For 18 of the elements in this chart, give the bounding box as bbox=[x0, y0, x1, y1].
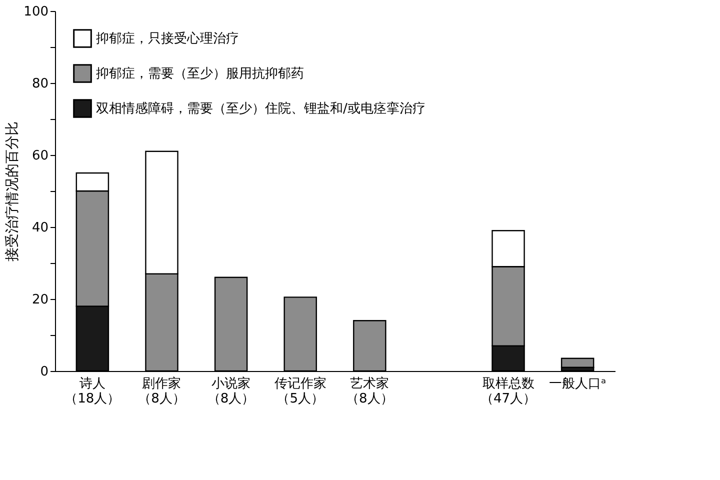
y-tick-label: 40 bbox=[32, 220, 48, 236]
y-axis-title: 接受治疗情况的百分比 bbox=[4, 122, 21, 262]
x-tick-label: 传记作家（5人） bbox=[274, 376, 326, 406]
y-tick-label: 100 bbox=[24, 4, 48, 20]
x-tick-label: 艺术家（8人） bbox=[346, 376, 394, 406]
bar bbox=[560, 358, 594, 368]
y-tick-label: 0 bbox=[40, 364, 48, 380]
x-tick-label: 剧作家（8人） bbox=[138, 376, 186, 406]
y-tick-label: 20 bbox=[32, 292, 48, 308]
y-tick-label: 80 bbox=[32, 76, 48, 92]
x-tick-label: 取样总数（47人） bbox=[480, 376, 536, 406]
legend-label: 抑郁症，只接受心理治疗 bbox=[96, 30, 239, 46]
legend-label: 抑郁症，需要（至少）服用抗抑郁药 bbox=[96, 66, 304, 82]
x-tick-label: 一般人口ᵃ bbox=[549, 376, 606, 392]
y-tick-label: 60 bbox=[32, 148, 48, 164]
legend-label: 双相情感障碍，需要（至少）住院、锂盐和/或电痉挛治疗 bbox=[96, 100, 426, 116]
x-tick-label: 小说家（8人） bbox=[207, 376, 255, 406]
x-tick-label: 诗人（18人） bbox=[64, 376, 120, 406]
